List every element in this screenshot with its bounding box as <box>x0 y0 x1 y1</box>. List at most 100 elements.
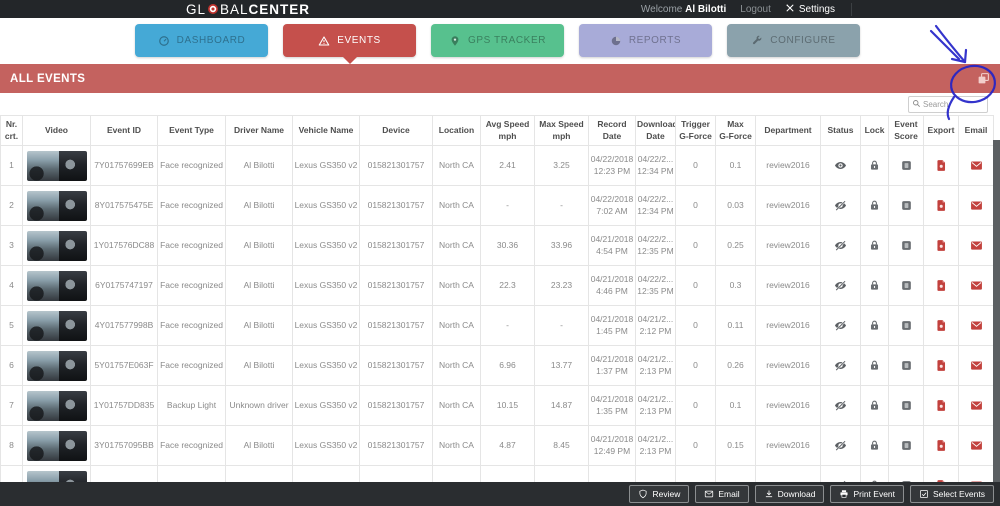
export-cell[interactable] <box>923 345 959 386</box>
event-score-cell[interactable] <box>888 345 924 386</box>
eye-off-icon[interactable] <box>834 199 847 212</box>
column-header-event-type[interactable]: Event Type <box>157 115 226 146</box>
export-cell[interactable] <box>923 145 959 186</box>
column-header-status[interactable]: Status <box>820 115 861 146</box>
video-cell[interactable] <box>22 185 91 226</box>
download-button[interactable]: Download <box>754 485 825 503</box>
lock-cell[interactable] <box>860 225 889 266</box>
lock-icon[interactable] <box>868 399 881 412</box>
envelope-icon[interactable] <box>970 159 983 172</box>
eye-off-icon[interactable] <box>834 239 847 252</box>
column-header-avg-speed[interactable]: Avg Speed mph <box>480 115 535 146</box>
status-cell[interactable] <box>820 265 861 306</box>
lock-icon[interactable] <box>868 319 881 332</box>
lock-icon[interactable] <box>868 479 881 482</box>
lock-icon[interactable] <box>868 159 881 172</box>
column-header-lock[interactable]: Lock <box>860 115 889 146</box>
email-cell[interactable] <box>958 465 994 482</box>
table-row[interactable]: 1 7Y01757699EB Face recognized Al Bilotti Le… <box>0 145 994 186</box>
pdf-file-icon[interactable] <box>935 199 948 212</box>
email-cell[interactable] <box>958 385 994 426</box>
lock-cell[interactable] <box>860 305 889 346</box>
eye-off-icon[interactable] <box>834 319 847 332</box>
column-header-device[interactable]: Device <box>359 115 433 146</box>
status-cell[interactable] <box>820 425 861 466</box>
email-cell[interactable] <box>958 185 994 226</box>
envelope-icon[interactable] <box>970 359 983 372</box>
eye-off-icon[interactable] <box>834 399 847 412</box>
column-header-event[interactable]: Event Score <box>888 115 924 146</box>
score-badge-icon[interactable] <box>900 359 913 372</box>
event-score-cell[interactable] <box>888 265 924 306</box>
lock-icon[interactable] <box>868 359 881 372</box>
eye-icon[interactable] <box>834 159 847 172</box>
video-thumbnail[interactable] <box>26 190 87 221</box>
status-cell[interactable] <box>820 145 861 186</box>
video-thumbnail[interactable] <box>26 150 87 181</box>
table-row[interactable]: 8 3Y01757095BB Face recognized Al Bilotti Le… <box>0 425 994 466</box>
lock-icon[interactable] <box>868 239 881 252</box>
score-badge-icon[interactable] <box>900 479 913 482</box>
video-cell[interactable] <box>22 265 91 306</box>
status-cell[interactable] <box>820 465 861 482</box>
export-cell[interactable] <box>923 465 959 482</box>
pdf-file-icon[interactable] <box>935 319 948 332</box>
export-cell[interactable] <box>923 425 959 466</box>
export-cell[interactable] <box>923 225 959 266</box>
envelope-icon[interactable] <box>970 399 983 412</box>
event-score-cell[interactable] <box>888 425 924 466</box>
status-cell[interactable] <box>820 305 861 346</box>
column-header-record-date[interactable]: Record Date <box>588 115 636 146</box>
settings-button[interactable]: Settings <box>785 2 852 16</box>
column-header-nr[interactable]: Nr. crt. <box>0 115 23 146</box>
column-header-max-speed[interactable]: Max Speed mph <box>534 115 589 146</box>
email-cell[interactable] <box>958 425 994 466</box>
video-cell[interactable] <box>22 145 91 186</box>
table-row[interactable]: 6 5Y01757E063F Face recognized Al Bilotti Le… <box>0 345 994 386</box>
video-thumbnail[interactable] <box>26 230 87 261</box>
pdf-file-icon[interactable] <box>935 359 948 372</box>
lock-cell[interactable] <box>860 185 889 226</box>
video-thumbnail[interactable] <box>26 310 87 341</box>
column-header-max[interactable]: Max G-Force <box>715 115 756 146</box>
video-thumbnail[interactable] <box>26 350 87 381</box>
email-cell[interactable] <box>958 145 994 186</box>
logout-link[interactable]: Logout <box>740 3 771 15</box>
pdf-file-icon[interactable] <box>935 239 948 252</box>
event-score-cell[interactable] <box>888 465 924 482</box>
eye-off-icon[interactable] <box>834 439 847 452</box>
column-header-department[interactable]: Department <box>755 115 821 146</box>
video-thumbnail[interactable] <box>26 390 87 421</box>
pdf-file-icon[interactable] <box>935 479 948 482</box>
video-cell[interactable] <box>22 425 91 466</box>
table-row[interactable]: 4 6Y0175747197 Face recognized Al Bilotti Le… <box>0 265 994 306</box>
video-cell[interactable] <box>22 305 91 346</box>
lock-icon[interactable] <box>868 199 881 212</box>
table-row[interactable]: 3 1Y017576DC88 Face recognized Al Bilotti Le… <box>0 225 994 266</box>
tab-dashboard[interactable]: DASHBOARD <box>135 24 268 57</box>
email-cell[interactable] <box>958 345 994 386</box>
export-cell[interactable] <box>923 305 959 346</box>
export-cell[interactable] <box>923 385 959 426</box>
eye-off-icon[interactable] <box>834 359 847 372</box>
tab-reports[interactable]: REPORTS <box>579 24 712 57</box>
event-score-cell[interactable] <box>888 225 924 266</box>
lock-icon[interactable] <box>868 439 881 452</box>
envelope-icon[interactable] <box>970 479 983 482</box>
lock-cell[interactable] <box>860 345 889 386</box>
tab-gps-tracker[interactable]: GPS TRACKER <box>431 24 564 57</box>
score-badge-icon[interactable] <box>900 399 913 412</box>
video-cell[interactable] <box>22 225 91 266</box>
email-cell[interactable] <box>958 225 994 266</box>
envelope-icon[interactable] <box>970 199 983 212</box>
column-header-vehicle-name[interactable]: Vehicle Name <box>292 115 360 146</box>
video-thumbnail[interactable] <box>26 430 87 461</box>
pdf-file-icon[interactable] <box>935 279 948 292</box>
score-badge-icon[interactable] <box>900 199 913 212</box>
score-badge-icon[interactable] <box>900 239 913 252</box>
lock-icon[interactable] <box>868 279 881 292</box>
envelope-icon[interactable] <box>970 439 983 452</box>
table-row[interactable]: 5 4Y017577998B Face recognized Al Bilotti Le… <box>0 305 994 346</box>
envelope-icon[interactable] <box>970 239 983 252</box>
print-event-button[interactable]: Print Event <box>830 485 905 503</box>
